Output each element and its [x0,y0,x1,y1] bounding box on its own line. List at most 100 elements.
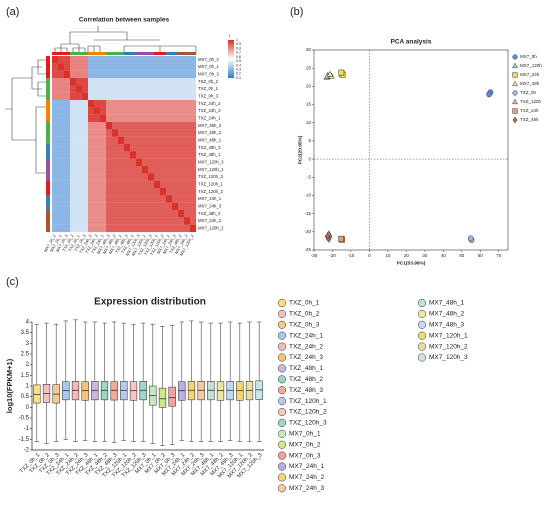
group-color [46,129,50,137]
heatmap-cell [124,151,131,159]
row-label: MX7_0h_3 [198,71,219,76]
row-label: TXZ_120h_3 [198,174,223,179]
heatmap-cell [154,85,161,93]
group-color [46,85,50,93]
heatmap-cell [52,129,59,137]
heatmap-cell [142,129,149,137]
heatmap-cell [100,195,107,203]
x-tick-label: -30 [311,253,318,258]
heatmap-cell [94,217,101,225]
heatmap-cell [178,70,185,79]
heatmap-cell [154,63,161,71]
heatmap-cell [142,122,149,130]
heatmap-cell [106,114,113,123]
heatmap-cell [166,107,173,115]
group-color [100,52,107,55]
heatmap-cell [112,151,119,159]
heatmap-cell [64,122,71,130]
heatmap-cell [190,85,197,93]
y-tick-label: 0.5 [21,394,30,400]
heatmap-cell [178,122,185,130]
heatmap-cell [100,70,107,79]
heatmap-cell [52,195,59,203]
heatmap-cell [52,166,59,174]
heatmap-cell [76,100,83,108]
heatmap-cell [142,195,149,203]
group-color [76,52,83,55]
heatmap-cell [136,92,143,101]
heatmap-cell [154,122,161,130]
heatmap-cell [70,151,77,159]
x-axis-label: PC1(53.99%) [397,260,426,266]
heatmap-cell [184,217,191,225]
heatmap-cell [106,144,113,152]
heatmap-cell [130,136,137,145]
heatmap-cell [70,78,77,86]
colorbar-tick-label: 0.1 [236,76,241,80]
heatmap-cell [190,173,197,181]
heatmap-cell [178,224,185,233]
group-color [46,188,50,196]
heatmap-cell [160,180,167,189]
heatmap-cell [76,173,83,181]
heatmap-cell [100,92,107,101]
heatmap-cell [112,100,119,108]
heatmap-cell [124,180,131,189]
heatmap-cell [118,210,125,218]
heatmap-cell [52,122,59,130]
row-label: TXZ_120h_1 [198,181,223,186]
group-color [46,180,50,189]
heatmap-cell [148,151,155,159]
heatmap-cell [106,85,113,93]
heatmap-cell [154,144,161,152]
heatmap-cell [124,107,131,115]
heatmap-cell [190,202,197,211]
heatmap-cell [82,158,89,167]
group-color [70,52,77,55]
heatmap-cell [166,100,173,108]
heatmap-cell [52,100,59,108]
heatmap-cell [124,166,131,174]
legend-marker [417,342,427,351]
group-color [136,52,143,55]
row-label: MX7_0h_1 [198,64,219,69]
heatmap-cell [100,78,107,86]
heatmap-cell [70,144,77,152]
group-color [46,166,50,174]
heatmap-cell [172,202,179,211]
heatmap-cell [70,188,77,196]
heatmap-cell [142,158,149,167]
heatmap-cell [178,166,185,174]
heatmap-cell [142,144,149,152]
heatmap-cell [172,217,179,225]
heatmap-cell [172,224,179,233]
heatmap-cell [76,180,83,189]
heatmap-cell [118,56,125,64]
heatmap-cell [70,217,77,225]
heatmap-cell [88,85,95,93]
row-label: TXZ_48h_2 [198,211,221,216]
heatmap-cell [178,114,185,123]
heatmap-cell [106,100,113,108]
colorbar-title: r [229,33,231,38]
heatmap-cell [190,166,197,174]
legend-label: MX7_120h_3 [429,354,468,361]
heatmap-cell [58,173,65,181]
heatmap-cell [184,63,191,71]
row-label: TXZ_24h_2 [198,101,221,106]
heatmap-cell [190,180,197,189]
heatmap-cell [88,224,95,233]
row-label: MX7_48h_2 [198,130,222,135]
heatmap-cell [106,129,113,137]
colorbar-tick-label: 0.5 [236,59,241,63]
heatmap-cell [160,78,167,86]
scatter-point [324,232,331,241]
row-label: MX7_48h_1 [198,137,222,142]
heatmap-cell [70,107,77,115]
heatmap-cell [82,195,89,203]
heatmap-cell [52,70,59,79]
panel-label: (c) [6,276,19,288]
legend-marker [277,353,287,362]
x-tick-label: 30 [422,253,428,258]
x-tick-label: 70 [496,253,502,258]
